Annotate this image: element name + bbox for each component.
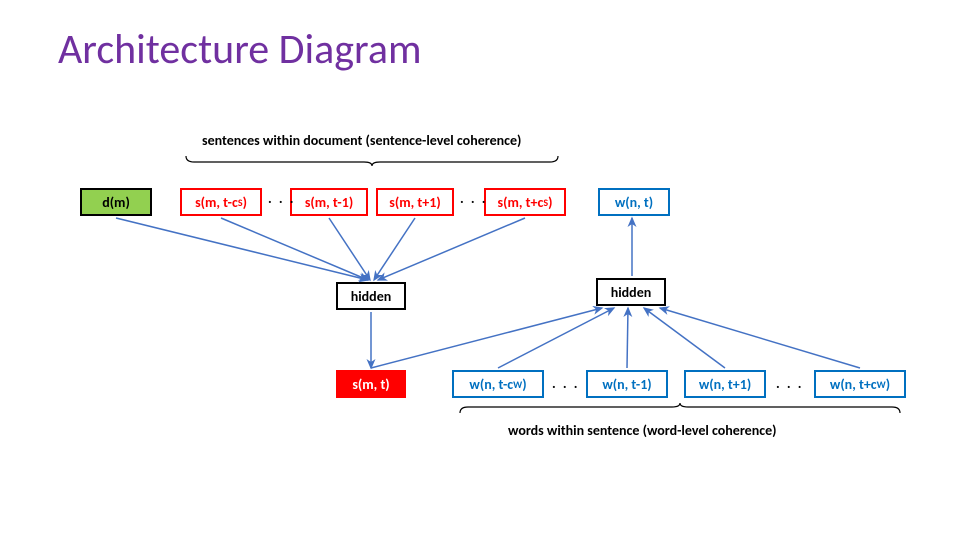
arrow-layer xyxy=(0,0,960,540)
box-s-tp1: s(m, t+1) xyxy=(376,188,454,216)
box-s-tpc: s(m, t+cS) xyxy=(484,188,566,216)
ellipsis-2: . . . xyxy=(552,375,580,392)
box-s-tm1: s(m, t-1) xyxy=(290,188,368,216)
box-hidden1: hidden xyxy=(336,282,406,310)
box-w-tmc: w(n, t-cW) xyxy=(452,370,544,398)
box-s-tmc: s(m, t-cS) xyxy=(180,188,262,216)
box-wnt-top: w(n, t) xyxy=(598,188,670,216)
box-smt: s(m, t) xyxy=(336,370,406,398)
ellipsis-0: . . . xyxy=(268,190,296,207)
diagram-stage: Architecture Diagram sentences within do… xyxy=(0,0,960,540)
box-w-tm1: w(n, t-1) xyxy=(586,370,668,398)
box-w-tp1: w(n, t+1) xyxy=(684,370,766,398)
ellipsis-3: . . . xyxy=(776,375,804,392)
top-bracket-label: sentences within document (sentence-leve… xyxy=(202,132,521,149)
bottom-bracket-label: words within sentence (word-level cohere… xyxy=(508,422,777,439)
box-hidden2: hidden xyxy=(596,278,666,306)
box-w-tpc: w(n, t+cW) xyxy=(814,370,906,398)
ellipsis-1: . . . xyxy=(460,190,488,207)
page-title: Architecture Diagram xyxy=(58,24,422,75)
box-dm: d(m) xyxy=(80,188,152,216)
